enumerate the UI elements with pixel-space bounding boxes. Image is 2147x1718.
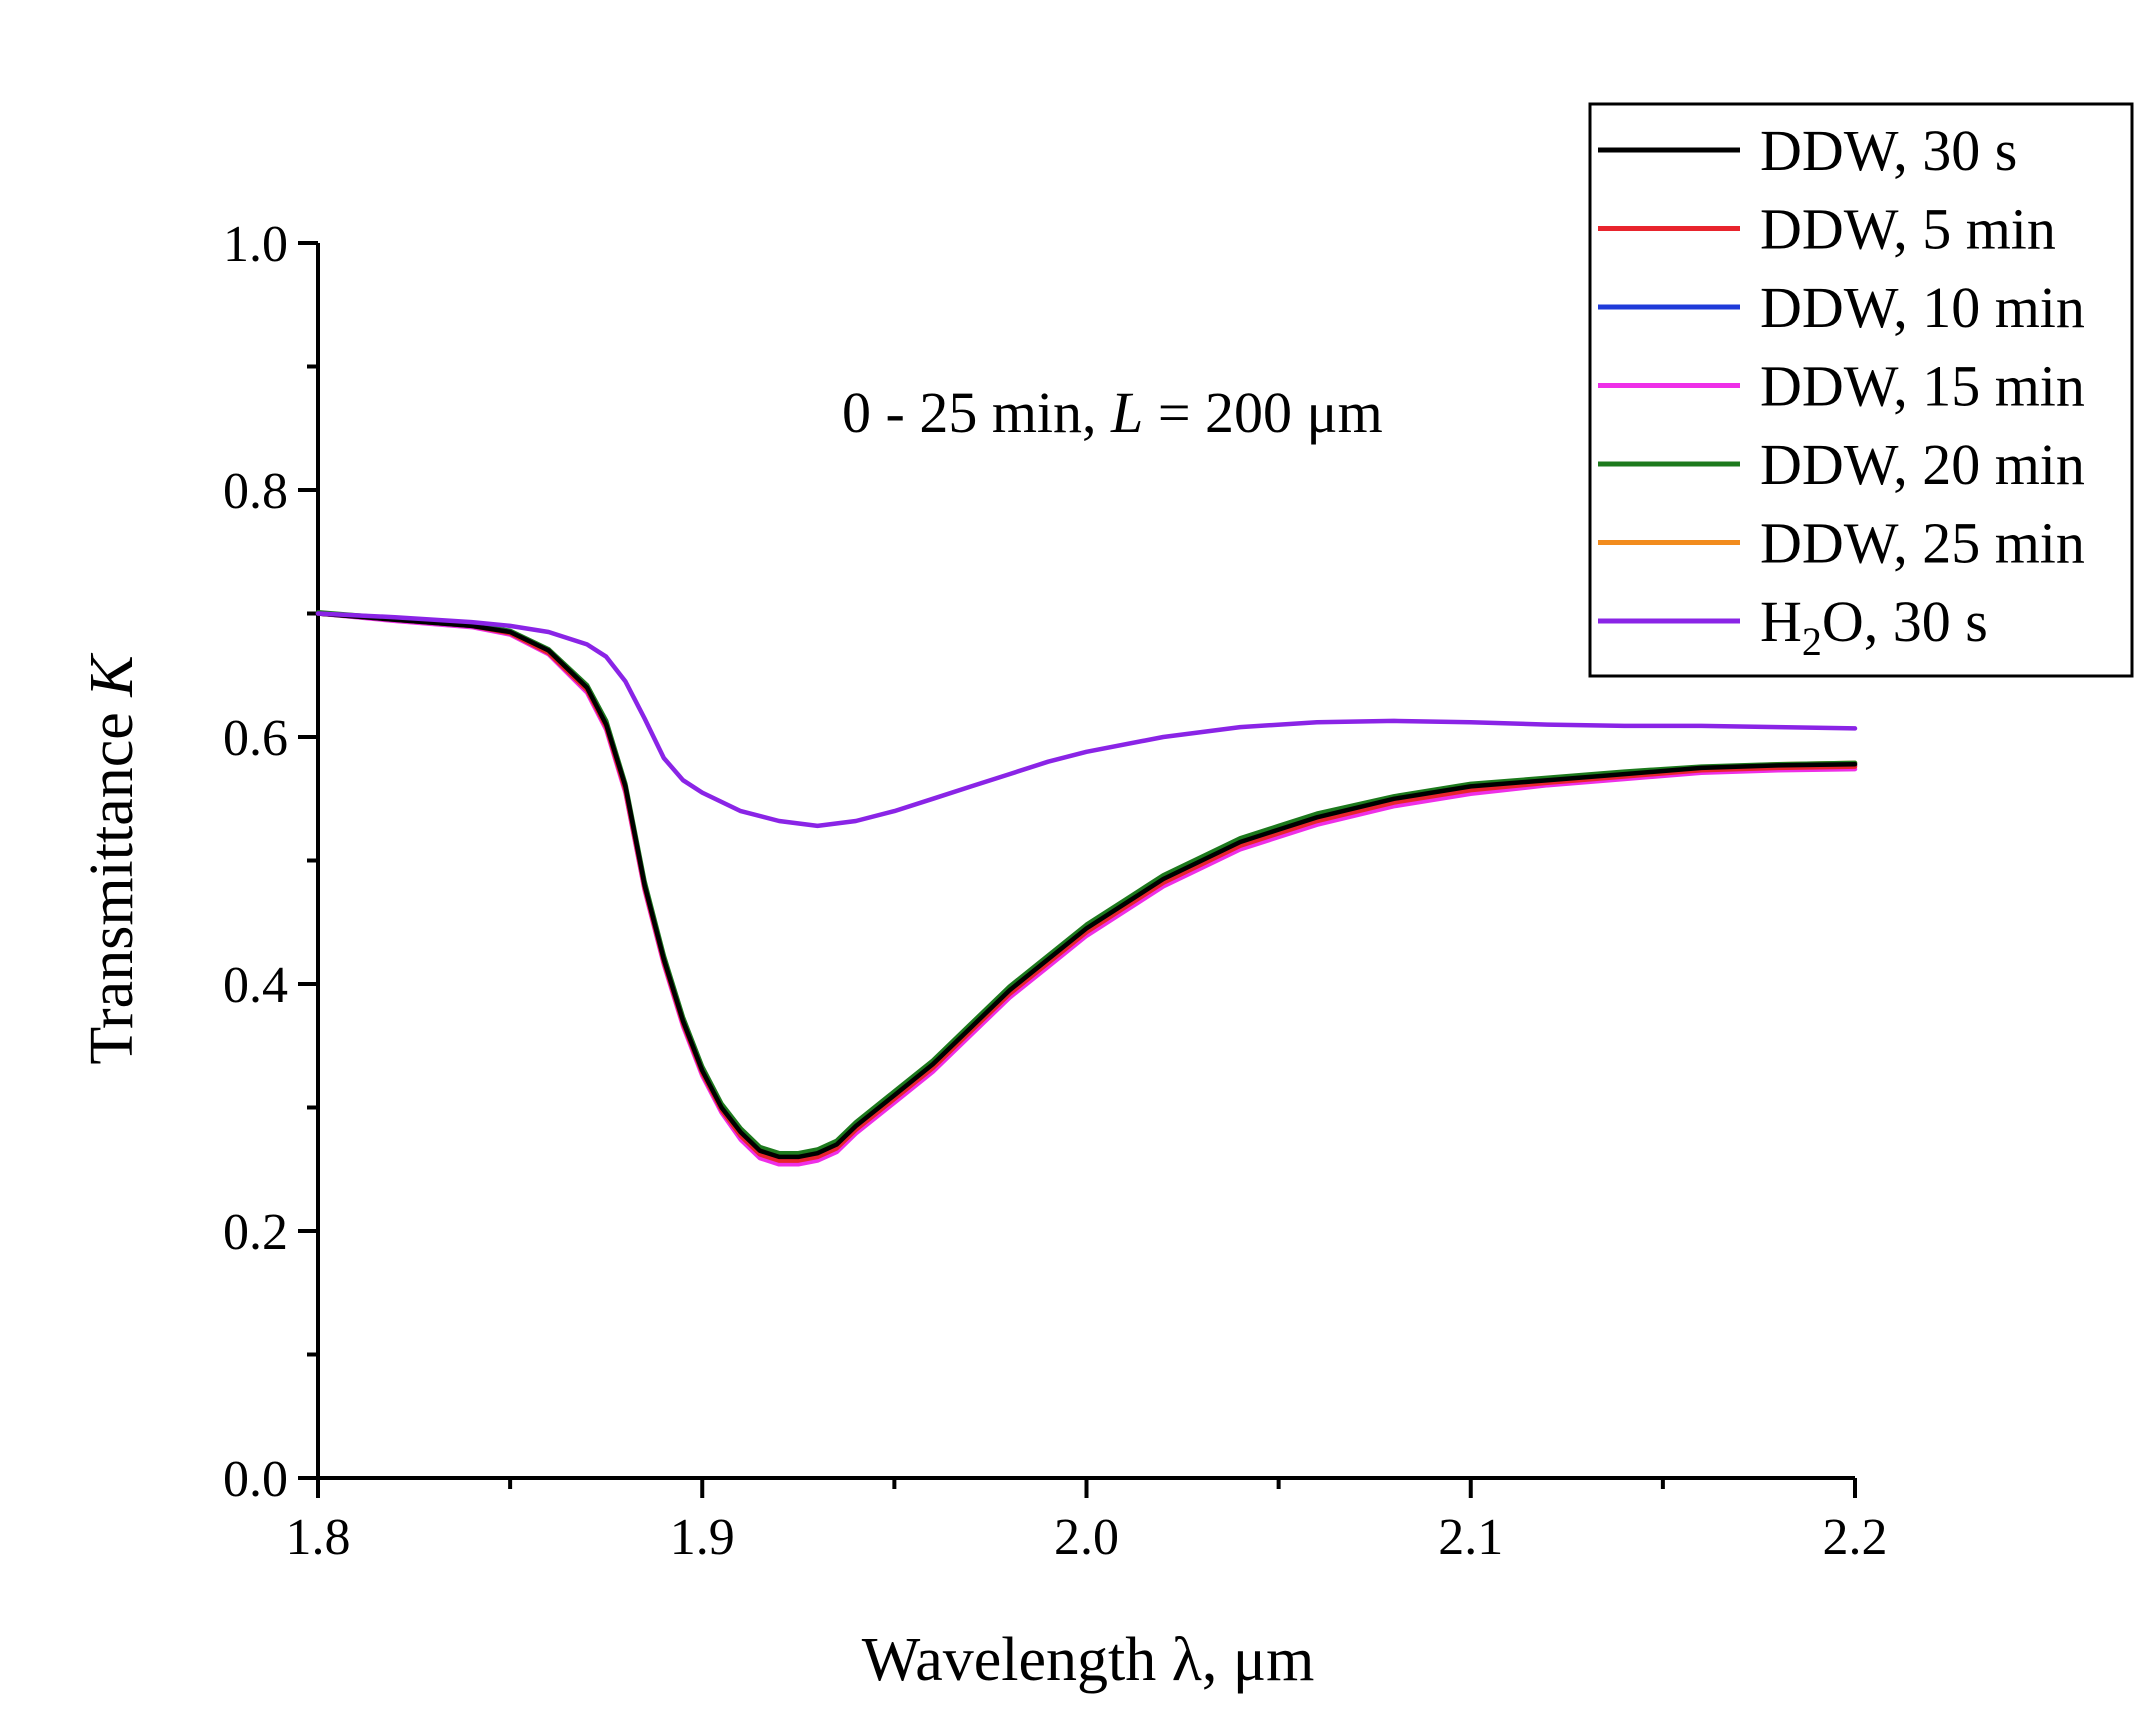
y-tick-label: 0.6 (223, 710, 288, 767)
series-line-4 (315, 610, 1858, 1156)
legend-box (1588, 102, 2134, 678)
series-line-2 (315, 611, 1858, 1162)
legend-label: DDW, 25 min (1760, 511, 2085, 576)
legend: DDW, 30 s DDW, 5 min DDW, 10 min DDW, 15 mi… (1588, 102, 2134, 678)
legend-label-suffix: O, 30 s (1822, 589, 1988, 654)
x-tick-label: 1.8 (286, 1509, 351, 1566)
legend-label: DDW, 10 min (1760, 275, 2085, 340)
y-tick-label: 0.4 (223, 957, 288, 1014)
series-line-1 (315, 611, 1858, 1163)
y-ticks: 0.0 0.2 0.4 0.6 0.8 1.0 (223, 216, 318, 1508)
x-axis-title: Wavelength λ, μm (862, 1626, 1315, 1694)
annotation-suffix: = 200 μm (1143, 380, 1382, 445)
legend-label-prefix: H (1760, 589, 1802, 654)
legend-items: DDW, 30 s DDW, 5 min DDW, 10 min DDW, 15 mi… (1598, 118, 2085, 664)
annotation-prefix: 0 - 25 min, (842, 380, 1111, 445)
series-line-3 (315, 611, 1858, 1167)
series-line-6 (315, 611, 1858, 829)
x-tick-label: 2.2 (1823, 1509, 1888, 1566)
y-tick-label: 0.0 (223, 1451, 288, 1508)
y-axis-title-italic: K (78, 652, 146, 698)
series-line-0 (315, 611, 1858, 1160)
x-tick-label: 2.0 (1054, 1509, 1119, 1566)
y-tick-label: 0.8 (223, 463, 288, 520)
series-line-5 (315, 611, 1858, 1165)
legend-label: DDW, 5 min (1760, 197, 2056, 262)
legend-label: DDW, 20 min (1760, 432, 2085, 497)
x-tick-label: 1.9 (670, 1509, 735, 1566)
legend-label: DDW, 15 min (1760, 354, 2085, 419)
legend-label: DDW, 30 s (1760, 118, 2017, 183)
legend-label-subscript: 2 (1802, 619, 1822, 664)
y-axis-title: Transmittance K (78, 652, 146, 1065)
legend-label: H2O, 30 s (1760, 589, 1988, 664)
annotation-italic: L (1110, 380, 1143, 445)
y-tick-label: 1.0 (223, 216, 288, 273)
y-axis-title-main: Transmittance (78, 697, 146, 1065)
annotation: 0 - 25 min, L = 200 μm (842, 380, 1383, 445)
y-tick-label: 0.2 (223, 1204, 288, 1261)
x-tick-label: 2.1 (1438, 1509, 1503, 1566)
x-ticks: 1.8 1.9 2.0 2.1 2.2 (286, 1478, 1888, 1566)
series-group (315, 610, 1858, 1167)
